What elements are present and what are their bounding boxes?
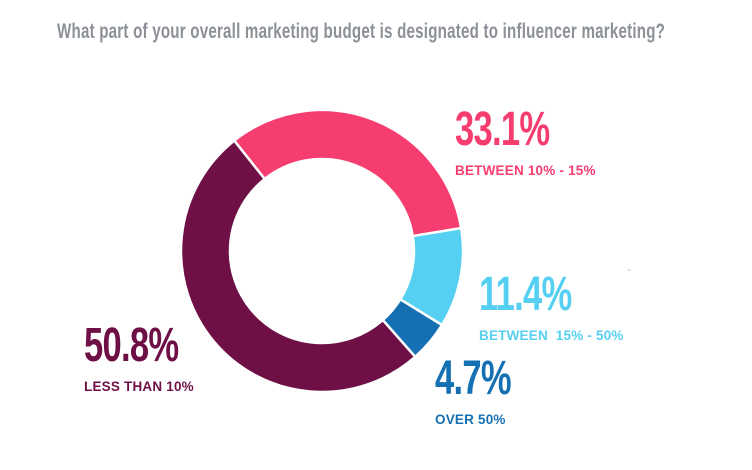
label-between-15-50: BETWEEN 15% - 50% [479, 328, 624, 343]
value-between-15-50: 11.4% [479, 268, 572, 321]
value-between-10-15: 33.1% [455, 103, 550, 156]
callout-over-50: 4.7% OVER 50% [435, 352, 540, 428]
callout-between-10-15: 33.1% BETWEEN 10% - 15% [455, 103, 596, 179]
callout-less-than-10: 50.8% LESS THAN 10% [84, 319, 215, 395]
label-less-than-10: LESS THAN 10% [84, 379, 194, 394]
faint-artifact-dot [627, 269, 631, 271]
callout-between-15-50: 11.4% BETWEEN 15% - 50% [479, 268, 624, 344]
donut-segment-less-than-10- [179, 139, 417, 394]
value-over-50: 4.7% [435, 352, 512, 405]
value-less-than-10: 50.8% [84, 319, 179, 372]
chart-title: What part of your overall marketing budg… [57, 20, 666, 43]
donut-segment-between-10-15- [232, 108, 463, 238]
label-between-10-15: BETWEEN 10% - 15% [455, 163, 596, 178]
label-over-50: OVER 50% [435, 412, 506, 427]
